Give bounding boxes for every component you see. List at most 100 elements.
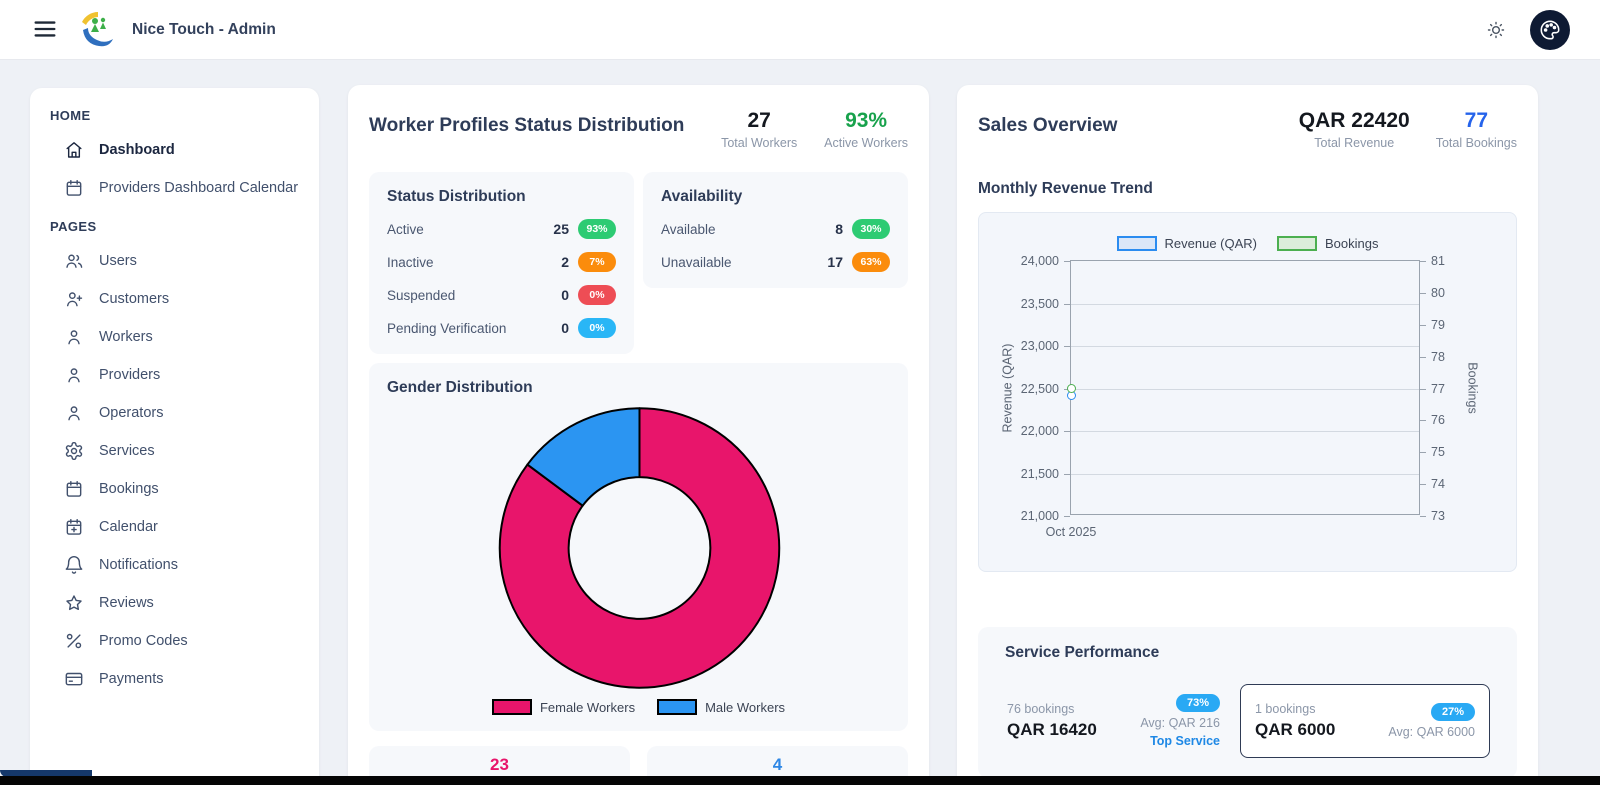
- perf-right: 27% Avg: QAR 6000: [1388, 703, 1475, 739]
- status-distribution-card: Status Distribution Active 25 93% Inactive 2…: [369, 172, 634, 354]
- sidebar-item-providers[interactable]: Providers: [50, 356, 299, 394]
- perf-percentage-badge: 27%: [1430, 703, 1475, 721]
- left-axis-tick-label: 21,000: [1020, 509, 1059, 523]
- right-axis-tick: [1420, 356, 1426, 358]
- service-performance-item-1: 76 bookings QAR 16420 73% Avg: QAR 216 T…: [1005, 684, 1222, 758]
- legend-label: Revenue (QAR): [1164, 236, 1257, 251]
- right-axis-tick: [1420, 516, 1426, 517]
- gridline: [1071, 431, 1419, 432]
- sidebar-item-workers[interactable]: Workers: [50, 318, 299, 356]
- service-performance-item-2[interactable]: 1 bookings QAR 6000 27% Avg: QAR 6000: [1240, 684, 1490, 758]
- legend-label: Female Workers: [539, 699, 636, 715]
- sidebar-item-label: Providers Dashboard Calendar: [99, 179, 299, 196]
- revenue-chart-legend: Revenue (QAR) Bookings: [979, 236, 1516, 251]
- left-axis-tick: [1064, 473, 1070, 475]
- left-axis-tick-label: 24,000: [1020, 254, 1059, 268]
- row-label: Pending Verification: [387, 320, 507, 336]
- left-axis-tick: [1064, 261, 1070, 262]
- sidebar-item-label: Providers: [99, 366, 161, 383]
- total-revenue-label: Total Revenue: [1314, 136, 1395, 150]
- left-axis-tick-label: 23,000: [1020, 339, 1059, 353]
- sidebar-item-reviews[interactable]: Reviews: [50, 584, 299, 622]
- gender-donut-chart: [387, 401, 890, 693]
- legend-item-revenue-qar[interactable]: Revenue (QAR): [1116, 236, 1257, 251]
- right-axis-tick-label: 79: [1431, 317, 1445, 332]
- availability-card: Availability Available 8 30% Unavailable 17 6…: [643, 172, 908, 288]
- row-label: Active: [387, 221, 424, 237]
- service-performance-title: Service Performance: [1005, 644, 1160, 661]
- palette-icon: [1540, 20, 1560, 39]
- sidebar-item-calendar[interactable]: Calendar: [50, 508, 299, 546]
- sidebar-item-promo-codes[interactable]: Promo Codes: [50, 622, 299, 660]
- legend-label: Bookings: [1325, 236, 1379, 251]
- right-axis-tick-label: 78: [1431, 349, 1445, 364]
- bell-icon: [65, 556, 83, 574]
- left-axis-tick-label: 23,500: [1020, 296, 1059, 311]
- availability-title: Availability: [661, 188, 743, 205]
- perf-amount: QAR 16420: [1007, 720, 1097, 739]
- right-axis-tick-label: 75: [1431, 445, 1445, 460]
- perf-amount: QAR 6000: [1255, 720, 1336, 739]
- sidebar-item-payments[interactable]: Payments: [50, 660, 299, 698]
- bottom-black-bar: [0, 776, 1600, 785]
- sidebar-item-notifications[interactable]: Notifications: [50, 546, 299, 584]
- hamburger-icon: [34, 20, 56, 37]
- perf-left: 76 bookings QAR 16420: [1007, 702, 1097, 740]
- star-icon: [66, 595, 82, 611]
- sidebar-item-operators[interactable]: Operators: [50, 394, 299, 432]
- status-row: Inactive 2 7%: [387, 252, 616, 272]
- left-axis-tick-label: 21,500: [1020, 466, 1059, 481]
- monthly-revenue-trend-title: Monthly Revenue Trend: [978, 180, 1153, 197]
- left-axis-tick: [1064, 346, 1070, 347]
- menu-toggle-button[interactable]: [30, 15, 60, 45]
- data-point-bookings[interactable]: [1066, 384, 1076, 393]
- worker-profiles-panel: Worker Profiles Status Distribution 27 T…: [348, 85, 929, 785]
- active-workers-value: 93%: [845, 109, 888, 132]
- donut-segment-male-workers: [526, 407, 641, 507]
- app-title: Nice Touch - Admin: [132, 20, 276, 38]
- calendar-icon: [66, 179, 82, 196]
- total-bookings-label: Total Bookings: [1435, 136, 1517, 150]
- total-bookings-stat: 77 Total Bookings: [1436, 109, 1517, 150]
- sidebar-section-pages: PAGES Users Customers Workers Providers Opera…: [50, 217, 299, 698]
- perf-average: Avg: QAR 6000: [1388, 725, 1475, 739]
- legend-item-female-workers[interactable]: Female Workers: [491, 699, 636, 715]
- row-value: 2: [561, 254, 569, 270]
- sidebar-item-bookings[interactable]: Bookings: [50, 470, 299, 508]
- left-axis-tick: [1064, 516, 1070, 517]
- perf-average: Avg: QAR 216: [1140, 716, 1220, 730]
- right-axis-tick-label: 76: [1431, 413, 1445, 428]
- users-icon: [66, 254, 83, 268]
- left-axis-tick-label: 22,500: [1020, 381, 1059, 396]
- row-label: Suspended: [387, 287, 456, 303]
- legend-item-male-workers[interactable]: Male Workers: [657, 699, 785, 715]
- legend-item-bookings[interactable]: Bookings: [1277, 236, 1378, 251]
- sidebar-item-providers-dashboard-calendar[interactable]: Providers Dashboard Calendar: [50, 169, 299, 207]
- light-mode-button[interactable]: [1478, 12, 1514, 48]
- gridline: [1071, 346, 1419, 347]
- perf-right: 73% Avg: QAR 216 Top Service: [1140, 694, 1220, 748]
- sidebar-item-label: Workers: [99, 328, 153, 345]
- sidebar-item-dashboard[interactable]: Dashboard: [50, 131, 299, 169]
- perf-bookings: 1 bookings: [1255, 702, 1316, 716]
- sidebar-item-label: Promo Codes: [99, 632, 188, 649]
- perf-bookings: 76 bookings: [1007, 702, 1075, 716]
- legend-swatch: [1116, 236, 1157, 251]
- user-icon: [68, 330, 80, 345]
- gridline: [1071, 388, 1419, 390]
- theme-customizer-button[interactable]: [1530, 9, 1570, 50]
- sidebar-section-label: PAGES: [50, 219, 97, 234]
- sidebar-item-services[interactable]: Services: [50, 432, 299, 470]
- row-label: Available: [661, 221, 716, 237]
- worker-panel-title: Worker Profiles Status Distribution: [369, 115, 685, 136]
- legend-swatch: [491, 699, 532, 715]
- credit-card-icon: [65, 672, 83, 686]
- percent-icon: [66, 633, 82, 649]
- total-revenue-stat: QAR 22420 Total Revenue: [1299, 109, 1410, 150]
- right-axis-tick: [1420, 452, 1426, 454]
- sidebar-item-customers[interactable]: Customers: [50, 280, 299, 318]
- top-service-link[interactable]: Top Service: [1150, 734, 1220, 748]
- sidebar-item-label: Customers: [99, 290, 170, 307]
- sidebar-item-users[interactable]: Users: [50, 242, 299, 280]
